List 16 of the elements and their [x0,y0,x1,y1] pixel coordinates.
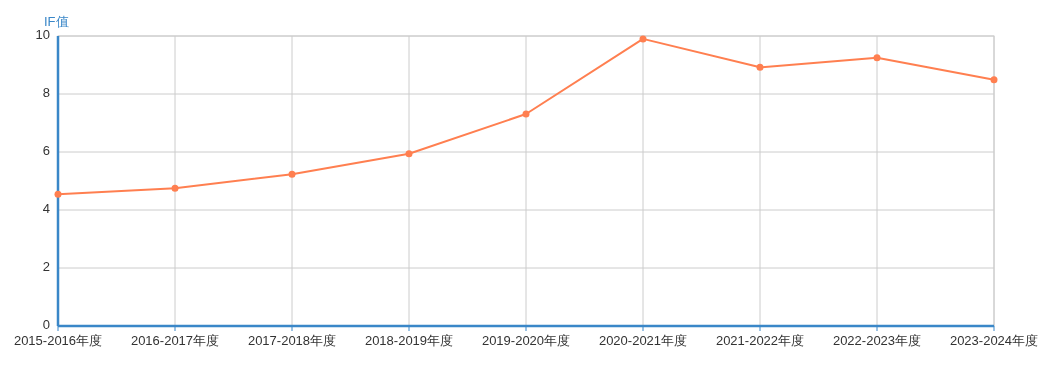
x-tick-label: 2023-2024年度 [949,333,1039,348]
x-tick-label: 2015-2016年度 [13,333,103,348]
y-tick-label: 10 [35,27,50,43]
x-tick-label: 2022-2023年度 [832,333,922,348]
x-tick-label: 2016-2017年度 [130,333,220,348]
x-tick-label: 2018-2019年度 [364,333,454,348]
y-axis-title: IF值 [44,14,69,29]
y-tick-label: 8 [42,85,50,101]
y-tick-label: 2 [42,259,50,275]
y-tick-label: 0 [42,317,50,333]
x-tick-label: 2020-2021年度 [598,333,688,348]
x-tick-label: 2017-2018年度 [247,333,337,348]
y-tick-label: 6 [42,143,50,159]
x-tick-label: 2021-2022年度 [715,333,805,348]
x-tick-label: 2019-2020年度 [481,333,571,348]
y-tick-label: 4 [42,201,50,217]
